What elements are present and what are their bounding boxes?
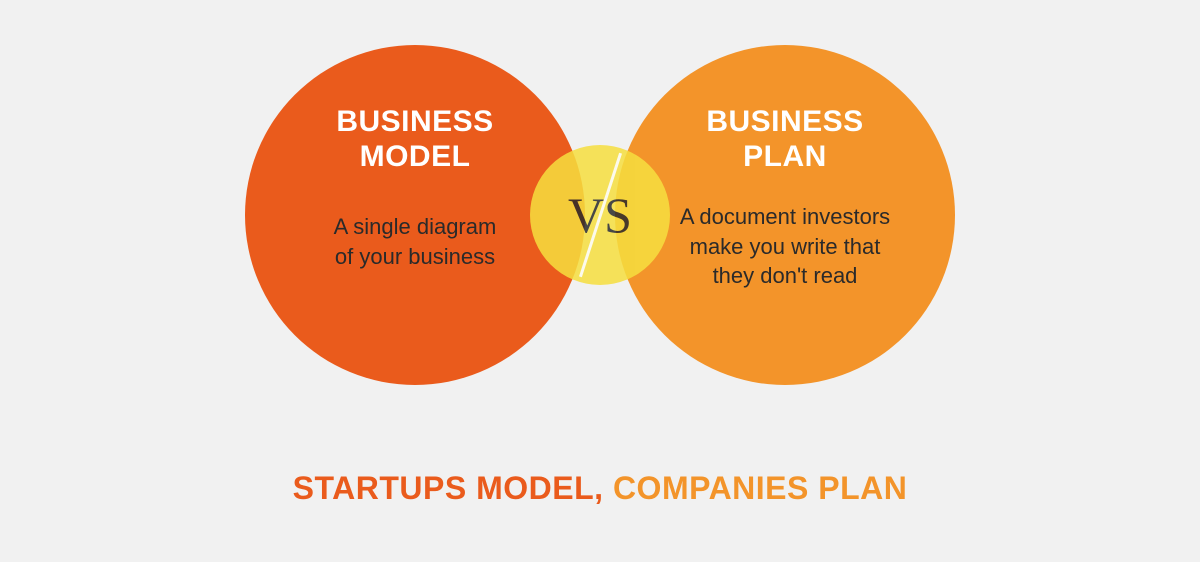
left-circle-title: BUSINESS MODEL [336,105,493,174]
caption: STARTUPS MODEL, COMPANIES PLAN [0,470,1200,507]
diagram-stage: BUSINESS MODEL A single diagram of your … [0,0,1200,562]
caption-part1: STARTUPS MODEL, [293,470,613,506]
caption-part2: COMPANIES PLAN [613,470,907,506]
right-circle-description: A document investors make you write that… [680,202,890,291]
vs-badge: VS [530,145,670,285]
left-circle-description: A single diagram of your business [334,212,497,271]
right-circle-title: BUSINESS PLAN [706,105,863,174]
